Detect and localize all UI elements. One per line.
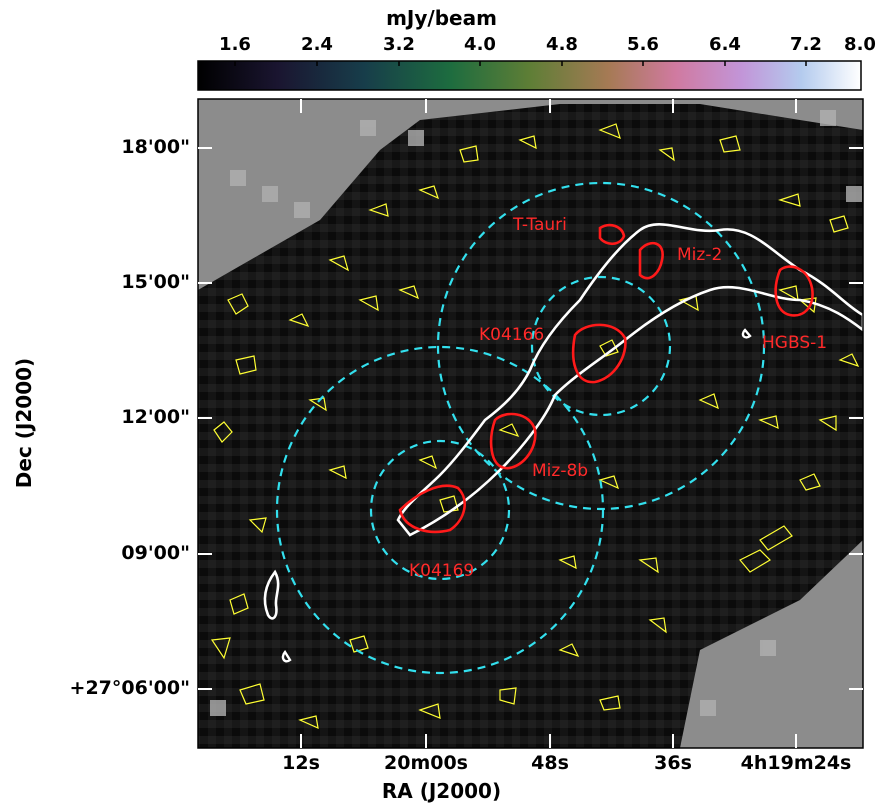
small-beam-circle-north bbox=[530, 275, 672, 417]
source-label: Miz-2 bbox=[677, 245, 723, 265]
plot-frame bbox=[197, 98, 864, 749]
x-tick-label: 48s bbox=[531, 752, 569, 774]
beam-circles bbox=[275, 181, 766, 675]
axis-ticks bbox=[198, 99, 863, 748]
source-label: HGBS-1 bbox=[762, 333, 828, 353]
colorbar-tick-label: 4.8 bbox=[546, 34, 578, 55]
colorbar-tick-label: 5.6 bbox=[627, 34, 659, 55]
white-contour-west bbox=[263, 569, 280, 620]
small-beam-circle-south bbox=[369, 439, 511, 581]
colorbar-tick-label: 2.4 bbox=[301, 34, 333, 55]
colorbar-tick-label: 6.4 bbox=[709, 34, 741, 55]
image-panel bbox=[198, 99, 863, 748]
source-contour-miz-2 bbox=[638, 241, 664, 280]
colorbar-tick-label: 3.2 bbox=[383, 34, 415, 55]
x-tick-label: 20m00s bbox=[384, 752, 468, 774]
colorbar-title: mJy/beam bbox=[386, 6, 497, 30]
colorbar-tick-label: 7.2 bbox=[790, 34, 822, 55]
y-tick-label: +27°06'00" bbox=[69, 677, 190, 699]
source-contour-k04169 bbox=[398, 484, 466, 534]
source-label: Miz-8b bbox=[532, 461, 589, 481]
y-tick-label: 12'00" bbox=[121, 406, 190, 428]
y-tick-label: 18'00" bbox=[121, 136, 190, 158]
colorbar-tick-label: 8.0 bbox=[844, 34, 876, 55]
large-beam-circle-north bbox=[436, 181, 766, 511]
source-label: K04169 bbox=[409, 561, 475, 581]
colorbar-tick-label: 1.6 bbox=[219, 34, 251, 55]
source-contour-hgbs-1 bbox=[774, 265, 814, 317]
source-label: T-Tauri bbox=[513, 215, 567, 235]
y-tick-label: 15'00" bbox=[121, 271, 190, 293]
colorbar-tick-label: 4.0 bbox=[464, 34, 496, 55]
x-tick-label: 36s bbox=[654, 752, 692, 774]
map-pixels bbox=[198, 104, 863, 748]
x-tick-label: 12s bbox=[282, 752, 320, 774]
x-tick-label: 4h19m24s bbox=[740, 752, 852, 774]
source-label: K04166 bbox=[479, 325, 545, 345]
y-axis-label: Dec (J2000) bbox=[12, 357, 36, 489]
yellow-contours bbox=[210, 123, 860, 730]
x-axis-label: RA (J2000) bbox=[381, 779, 502, 803]
large-beam-circle-south bbox=[275, 345, 605, 675]
source-contour-miz-8b bbox=[489, 412, 537, 470]
source-contour-k04166 bbox=[571, 323, 627, 384]
y-tick-label: 09'00" bbox=[121, 542, 190, 564]
colorbar bbox=[197, 60, 862, 91]
colorbar-ticks bbox=[234, 61, 807, 66]
red-source-contours bbox=[398, 223, 814, 534]
source-contour-t-tauri bbox=[598, 223, 626, 246]
